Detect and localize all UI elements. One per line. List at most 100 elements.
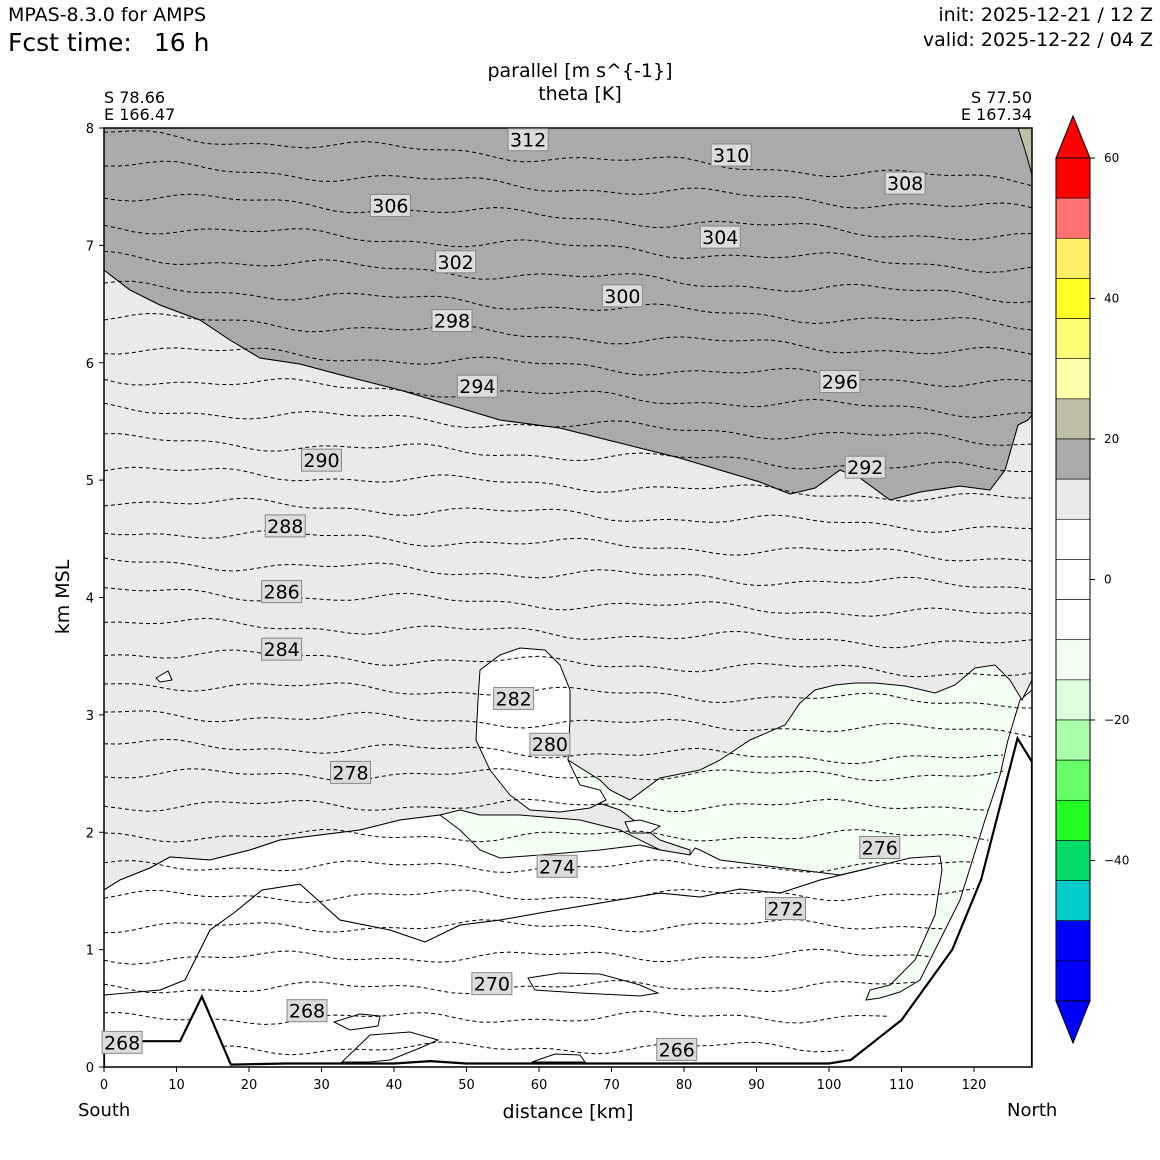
- x-tick-label: 90: [748, 1078, 765, 1093]
- theta-label-text: 298: [434, 310, 470, 332]
- colorbar-segment: [1055, 157, 1091, 199]
- colorbar-segment: [1055, 518, 1091, 560]
- theta-label-box: [369, 193, 411, 217]
- theta-label-box: [819, 370, 861, 394]
- colorbar-segment: [1055, 719, 1091, 761]
- theta-label-box: [859, 836, 901, 860]
- forecast-time-value: 16 h: [153, 28, 210, 57]
- theta-label-text: 280: [532, 734, 568, 756]
- theta-label: 272: [765, 897, 806, 921]
- theta-label-text: 300: [604, 286, 640, 308]
- theta-label-text: 284: [263, 639, 299, 661]
- theta-isentrope: [104, 859, 975, 873]
- colorbar-segment: [1055, 759, 1091, 801]
- theta-label-box: [101, 1030, 143, 1054]
- plot-area: [104, 128, 1032, 1067]
- init-time: init: 2025-12-21 / 12 Z: [938, 4, 1153, 26]
- colorbar-tick-label: 60: [1104, 151, 1119, 165]
- theta-label-text: 312: [510, 130, 546, 152]
- theta-label-text: 272: [767, 899, 803, 921]
- axes: 0 10 20 30 40 50 60 70 80 90 100 110 120 0 1 2 3 4 5 6 7 8: [86, 122, 987, 1093]
- y-tick-label: 2: [86, 826, 94, 841]
- colorbar-segment: [1055, 799, 1091, 841]
- theta-isentrope: [104, 193, 1032, 241]
- theta-isentrope: [104, 919, 946, 934]
- theta-isentrope: [104, 948, 931, 965]
- colorbar-segment: [1055, 398, 1091, 440]
- theta-label-text: 274: [539, 856, 575, 878]
- theta-label-box: [456, 374, 498, 398]
- theta-label: 288: [264, 514, 306, 538]
- theta-label-box: [435, 250, 477, 274]
- theta-label-box: [884, 171, 926, 195]
- theta-isentrope: [104, 888, 975, 904]
- colorbar-tick-label: 20: [1104, 432, 1119, 446]
- colorbar-tick-label: −40: [1104, 854, 1129, 868]
- x-tick-label: 20: [241, 1078, 258, 1093]
- theta-isentrope: [104, 347, 1032, 388]
- theta-label-box: [656, 1037, 698, 1061]
- theta-label-box: [471, 972, 513, 996]
- end-lat: S 77.50: [970, 88, 1032, 107]
- theta-label-text: 290: [303, 450, 339, 472]
- colorbar-segment: [1055, 920, 1091, 962]
- theta-label-box: [699, 225, 741, 249]
- colorbar-tick-label: −20: [1104, 713, 1129, 727]
- theta-label: 304: [699, 225, 741, 249]
- y-tick-label: 4: [86, 592, 94, 607]
- theta-label-box: [529, 732, 571, 756]
- theta-label-text: 306: [372, 195, 408, 217]
- theta-label-text: 296: [822, 372, 858, 394]
- colorbar-under-arrow: [1055, 1000, 1091, 1045]
- theta-label: 280: [529, 732, 571, 756]
- x-tick-label: 100: [817, 1078, 842, 1093]
- theta-label-box: [536, 854, 578, 878]
- theta-label-box: [493, 686, 535, 710]
- chart-subtitle: theta [K]: [538, 83, 622, 105]
- x-tick-label: 30: [313, 1078, 330, 1093]
- end-lon: E 167.34: [960, 105, 1032, 124]
- theta-isentrope: [104, 280, 1032, 331]
- theta-isentrope: [104, 160, 1032, 209]
- theta-label: 306: [369, 193, 411, 217]
- colorbar-segment: [1055, 438, 1091, 480]
- theta-label-text: 268: [289, 1001, 325, 1023]
- x-tick-label: 80: [676, 1078, 693, 1093]
- theta-label-text: 276: [862, 838, 898, 860]
- theta-label: 312: [507, 128, 549, 152]
- x-axis-label: distance [km]: [503, 1101, 634, 1123]
- colorbar-tick-label: 40: [1104, 292, 1119, 306]
- chart-title: parallel [m s^{-1}]: [487, 60, 673, 82]
- theta-label-text: 270: [474, 974, 510, 996]
- x-tick-label: 50: [458, 1078, 475, 1093]
- theta-isentrope: [104, 828, 989, 843]
- theta-label-text: 282: [495, 688, 531, 710]
- colorbar-segment: [1055, 960, 1091, 1002]
- x-tick-label: 70: [603, 1078, 620, 1093]
- theta-isentrope: [104, 466, 1032, 502]
- theta-label: 296: [819, 370, 861, 394]
- theta-label: 294: [456, 374, 498, 398]
- colorbar-segment: [1055, 639, 1091, 681]
- forecast-time: Fcst time: 16 h: [8, 28, 209, 57]
- valid-time: valid: 2025-12-22 / 04 Z: [922, 29, 1153, 51]
- theta-label: 278: [330, 760, 371, 784]
- theta-label: 266: [656, 1037, 698, 1061]
- theta-label-box: [431, 308, 473, 332]
- colorbar-segment: [1055, 679, 1091, 721]
- theta-label-box: [330, 760, 371, 784]
- theta-isentrope: [104, 402, 1032, 446]
- end-coordinates: S 77.50 E 167.34: [961, 89, 1032, 123]
- colorbar-segment: [1055, 478, 1091, 520]
- theta-isentropes: [104, 130, 1032, 1056]
- x-tick-label: 120: [962, 1078, 987, 1093]
- colorbar-segment: [1055, 197, 1091, 239]
- theta-isentrope: [104, 798, 989, 813]
- theta-isentrope: [104, 710, 1032, 738]
- theta-label: 274: [536, 854, 578, 878]
- theta-label-box: [264, 514, 306, 538]
- theta-label-box: [301, 448, 342, 472]
- theta-label: 270: [471, 972, 513, 996]
- theta-labels: 312 310 308 306 304 302 300 298 296 294 292 290 288 2…: [101, 128, 926, 1061]
- theta-label: 308: [884, 171, 926, 195]
